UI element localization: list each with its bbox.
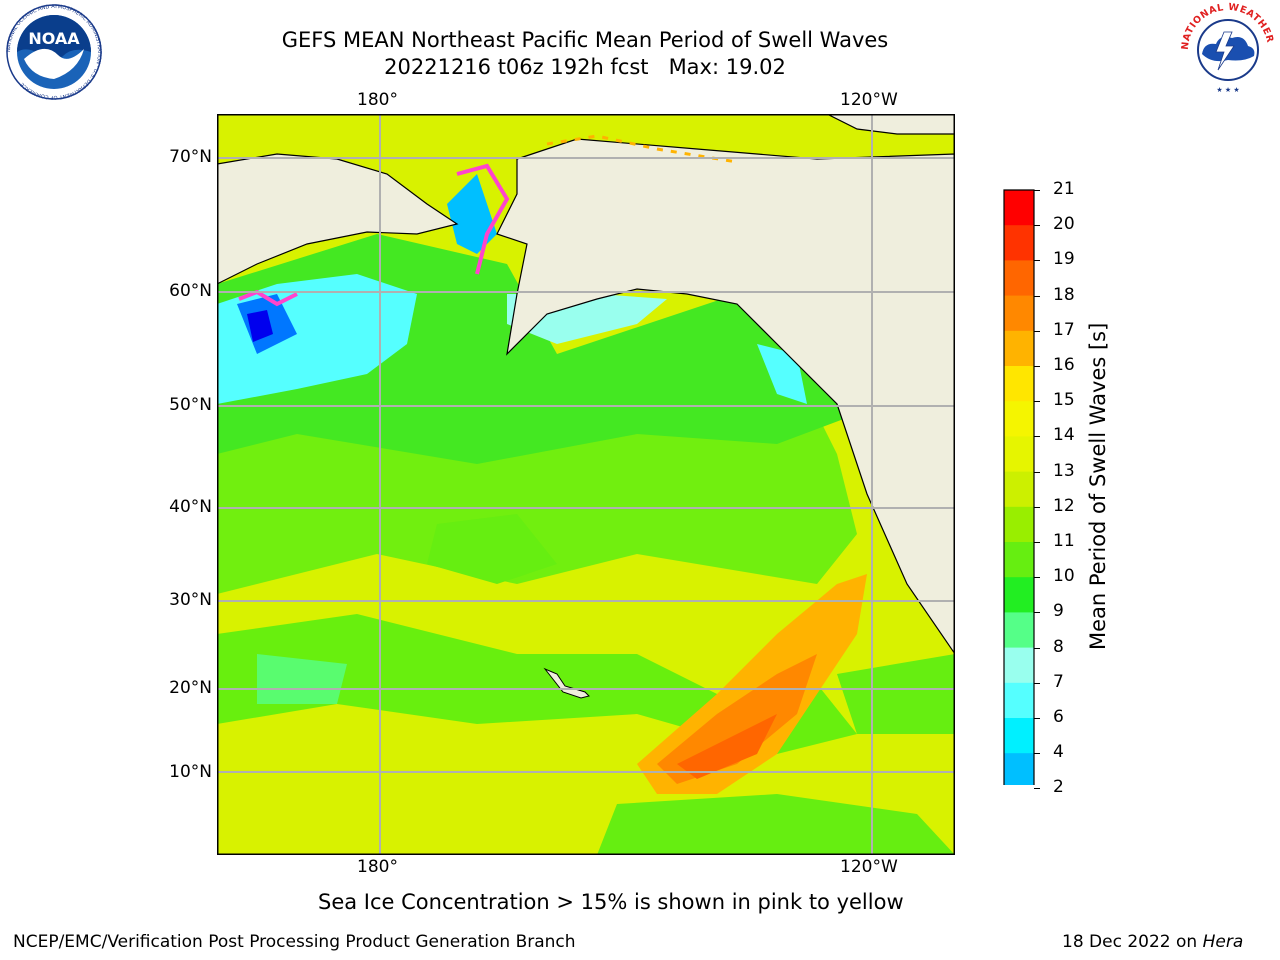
colorbar-label: Mean Period of Swell Waves [s] (1086, 322, 1110, 650)
colorbar-tick-label: 2 (1053, 777, 1064, 798)
nws-logo: NATIONAL WEATHER SERVICE ★ ★ ★ (1178, 2, 1275, 96)
lat-label-10n: 10°N (169, 762, 212, 782)
colorbar-tick-mark (1034, 682, 1040, 684)
colorbar-segment (1004, 225, 1034, 261)
colorbar-tick-mark (1034, 788, 1040, 790)
map-frame (217, 114, 955, 855)
land-hawaii (543, 667, 590, 699)
colorbar-tick-label: 21 (1053, 179, 1075, 199)
colorbar-tick-label: 20 (1053, 214, 1075, 235)
lon-label-bottom-120w: 120°W (840, 857, 898, 877)
colorbar-tick-label: 10 (1053, 566, 1075, 587)
lon-label-top-180: 180° (357, 90, 398, 110)
colorbar-tick-label: 11 (1053, 531, 1075, 551)
lat-label-20n: 20°N (169, 678, 212, 698)
colorbar-segment (1004, 330, 1034, 367)
colorbar-segment (1004, 436, 1034, 473)
colorbar-tick-label: 15 (1053, 390, 1075, 411)
colorbar-tick-mark (1034, 225, 1040, 227)
colorbar-segment (1004, 366, 1034, 402)
colorbar-tick-mark (1034, 753, 1040, 755)
land-north-america (496, 138, 955, 656)
sea-ice-note: Sea Ice Concentration > 15% is shown in … (318, 890, 904, 914)
colorbar-segment (1004, 612, 1034, 649)
svg-text:★ ★ ★: ★ ★ ★ (1216, 86, 1239, 94)
colorbar-tick-label: 13 (1053, 460, 1075, 481)
land-canada (826, 114, 955, 135)
colorbar-tick-label: 16 (1053, 355, 1075, 375)
colorbar-tick-mark (1034, 612, 1040, 614)
colorbar-tick-label: 7 (1053, 671, 1064, 692)
colorbar-tick-mark (1034, 718, 1040, 719)
lon-label-bottom-180: 180° (357, 857, 398, 877)
colorbar-segment (1004, 753, 1034, 785)
colorbar (1003, 189, 1035, 785)
footer-date-text: 18 Dec 2022 on (1062, 932, 1203, 952)
swell-band-south (597, 794, 955, 855)
swell-patch-9s (257, 654, 347, 704)
lon-label-top-120w: 120°W (840, 90, 898, 110)
chart-title: GEFS MEAN Northeast Pacific Mean Period … (281, 28, 889, 52)
colorbar-segment (1004, 295, 1034, 332)
colorbar-tick-label: 6 (1053, 707, 1064, 727)
colorbar-tick-label: 18 (1053, 284, 1075, 305)
colorbar-frame (1003, 189, 1035, 785)
swell-region-11s-north (217, 404, 857, 594)
graticule (217, 114, 955, 855)
colorbar-tick-mark (1034, 401, 1040, 403)
lat-label-50n: 50°N (169, 395, 212, 415)
colorbar-tick-label: 8 (1053, 636, 1064, 657)
colorbar-tick-mark (1034, 330, 1040, 332)
colorbar-tick-mark (1034, 436, 1040, 438)
colorbar-segment (1004, 506, 1034, 543)
colorbar-segment (1004, 577, 1034, 613)
colorbar-segment (1004, 682, 1034, 719)
swell-region-2s-bering (247, 310, 273, 342)
colorbar-segment (1004, 718, 1034, 754)
swell-patch-green (427, 514, 557, 584)
colorbar-tick-label: 17 (1053, 319, 1075, 340)
colorbar-tick-mark (1034, 471, 1040, 473)
chart-subtitle: 20221216 t06z 192h fcst Max: 19.02 (384, 55, 786, 79)
colorbar-tick-label: 4 (1053, 742, 1064, 763)
colorbar-tick-label: 14 (1053, 425, 1075, 446)
swell-region-18s (657, 654, 817, 784)
sea-ice-edge-alaska (456, 163, 510, 275)
colorbar-segment (1004, 542, 1034, 578)
colorbar-segment (1004, 260, 1034, 297)
colorbar-tick-mark (1034, 506, 1040, 508)
lat-label-40n: 40°N (169, 497, 212, 517)
colorbar-tick-label: 19 (1053, 249, 1075, 270)
footer-date: 18 Dec 2022 on Hera (1062, 932, 1243, 952)
colorbar-tick-mark (1034, 366, 1040, 367)
map-panel (217, 114, 955, 855)
colorbar-tick-mark (1034, 577, 1040, 579)
colorbar-segment (1004, 471, 1034, 508)
colorbar-tick-mark (1034, 542, 1040, 543)
colorbar-segment (1004, 647, 1034, 684)
colorbar-tick-mark (1034, 295, 1040, 297)
swell-region-19s (677, 714, 777, 779)
swell-patch-east (837, 654, 955, 734)
colorbar-tick-label: 9 (1053, 601, 1064, 622)
colorbar-tick-label: 12 (1053, 495, 1075, 516)
lat-label-70n: 70°N (169, 147, 212, 167)
footer-branch: NCEP/EMC/Verification Post Processing Pr… (13, 932, 576, 952)
footer-host: Hera (1202, 932, 1244, 952)
colorbar-segment (1004, 401, 1034, 437)
lat-label-30n: 30°N (169, 590, 212, 610)
noaa-wordmark: NOAA (28, 29, 80, 48)
colorbar-tick-mark (1034, 647, 1040, 649)
sea-ice-edge-siberia (238, 289, 298, 307)
noaa-logo: NATIONAL OCEANIC AND ATMOSPHERIC ADMINIS… (6, 4, 102, 100)
colorbar-segment (1004, 190, 1034, 226)
colorbar-tick-mark (1034, 260, 1040, 262)
colorbar-tick-mark (1034, 190, 1040, 191)
swell-region-6s-norton (447, 174, 497, 254)
lat-label-60n: 60°N (169, 281, 212, 301)
